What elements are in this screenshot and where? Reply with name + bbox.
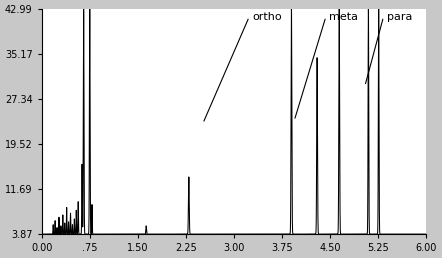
Text: meta: meta (329, 12, 358, 22)
Text: ortho: ortho (252, 12, 282, 22)
Text: para: para (387, 12, 412, 22)
